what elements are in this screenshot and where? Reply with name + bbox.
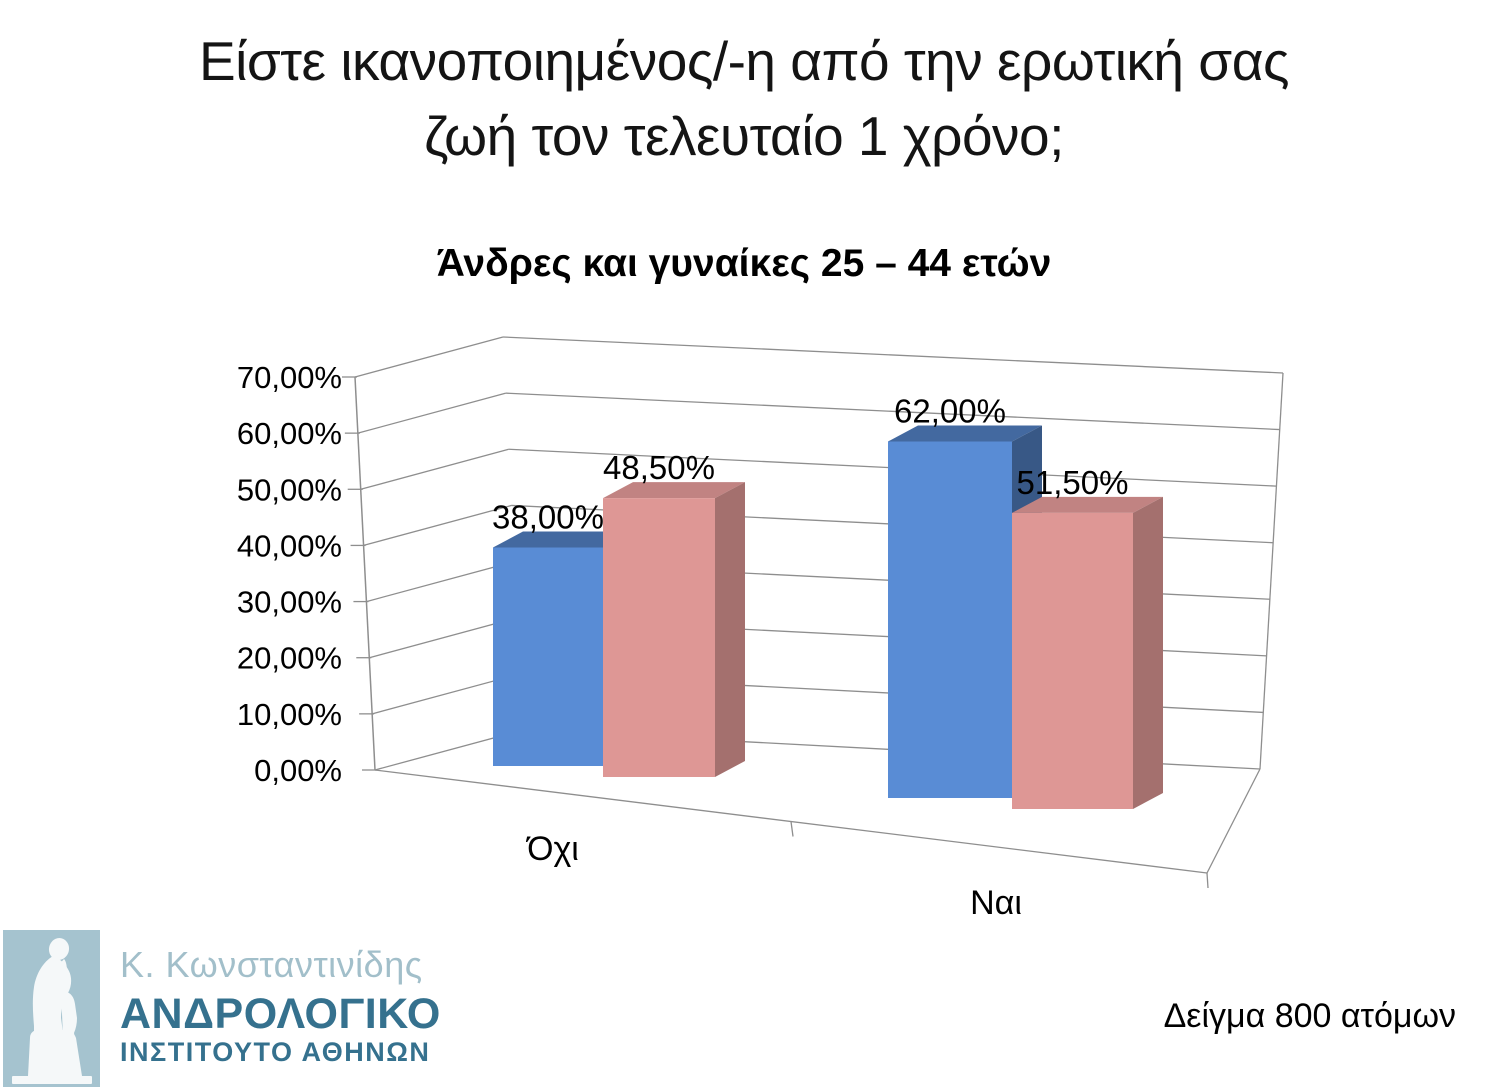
bar-top-face	[888, 425, 1042, 442]
slide-title-line-1: Είστε ικανοποιημένος/-η από την ερωτική …	[198, 30, 1290, 92]
logo-org-line2: ΙΝΣΤΙΤΟΥΤΟ ΑΘΗΝΩΝ	[120, 1037, 431, 1067]
bar-side-face	[1133, 496, 1163, 809]
side-wall-gridline	[357, 392, 507, 434]
chart-title: Άνδρες και γυναίκες 25 – 44 ετών	[436, 242, 1052, 285]
thinker-statue-icon	[3, 930, 100, 1087]
sample-size-note: Δείγμα 800 ατόμων	[1163, 997, 1456, 1035]
side-wall-gridline	[369, 617, 518, 659]
logo-org-line1: ΑΝΔΡΟΛΟΓΙΚΟ	[120, 990, 441, 1038]
bar-series2-Όχι	[603, 482, 745, 777]
y-axis-line	[354, 376, 376, 771]
back-wall-right-edge	[1259, 372, 1284, 770]
bar-value-label: 38,00%	[492, 499, 604, 536]
bar-front-face	[888, 441, 1012, 798]
bar-value-label: 48,50%	[603, 449, 715, 486]
y-axis-tick-label: 50,00%	[237, 472, 342, 507]
bar-top-face	[603, 482, 745, 499]
side-wall-gridline	[354, 336, 504, 378]
bar-value-label: 62,00%	[894, 393, 1006, 430]
bar-series2-Ναι	[1012, 496, 1163, 809]
y-axis-tick-label: 20,00%	[237, 641, 342, 676]
y-axis-tick-label: 40,00%	[237, 528, 342, 563]
category-label: Όχι	[525, 830, 579, 868]
y-axis-tick-label: 0,00%	[254, 753, 342, 788]
side-wall-gridline	[363, 504, 512, 547]
bar-top-face	[493, 531, 633, 548]
slide-title: Είστε ικανοποιημένος/-η από την ερωτική …	[0, 24, 1488, 174]
y-axis-tick-label: 60,00%	[237, 416, 342, 451]
logo-block	[3, 930, 523, 1087]
bar-side-face	[715, 482, 745, 777]
category-axis-tick	[1206, 872, 1209, 889]
slide-title-line-2: ζωή τον τελευταίο 1 χρόνο;	[424, 104, 1064, 167]
bar-front-face	[1012, 512, 1133, 809]
category-axis-tick	[790, 821, 794, 837]
back-wall-gridline	[505, 392, 1280, 431]
side-wall-gridline	[366, 560, 515, 603]
back-wall-gridline	[502, 336, 1284, 374]
bar-front-face	[603, 498, 715, 777]
bar-top-face	[1012, 496, 1163, 513]
bar-value-label: 51,50%	[1017, 464, 1129, 501]
category-label: Ναι	[970, 884, 1022, 922]
bar-front-face	[493, 547, 603, 766]
side-wall-gridline	[360, 448, 509, 490]
y-axis-tick-label: 70,00%	[237, 360, 342, 395]
logo-person-name: Κ. Κωνσταντινίδης	[120, 944, 423, 985]
y-axis-tick-label: 10,00%	[237, 697, 342, 732]
y-axis-tick-label: 30,00%	[237, 585, 342, 620]
floor-right-edge	[1206, 768, 1261, 874]
